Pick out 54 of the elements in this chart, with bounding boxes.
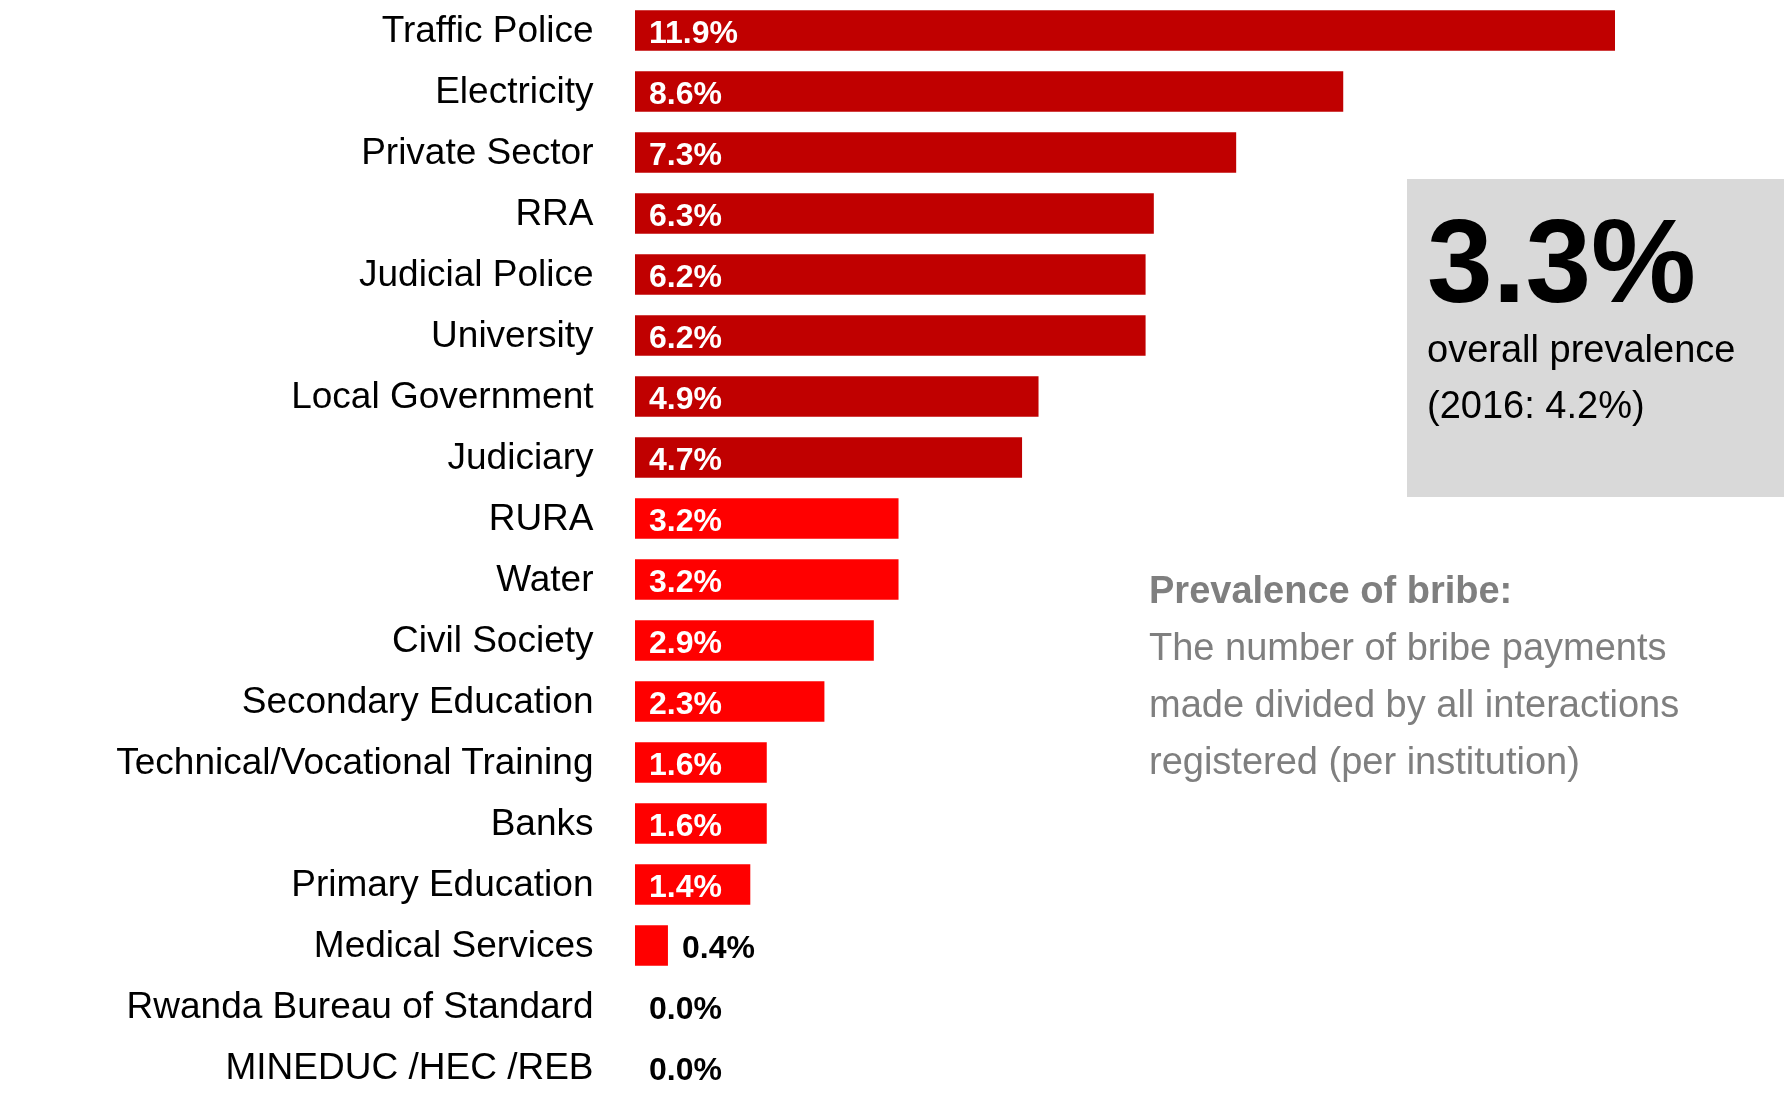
annotation: (2016: 4.2%) xyxy=(1427,383,1646,428)
annotation: The number of bribe payments made divided by all interactions registered (per institution) xyxy=(1149,625,1681,784)
y-tick-label: Judiciary xyxy=(447,435,594,477)
bar xyxy=(635,193,1154,234)
annotation: 3.3% xyxy=(1427,195,1697,327)
y-tick-label: Secondary Education xyxy=(241,679,594,721)
y-tick-label: RURA xyxy=(488,496,594,538)
bar xyxy=(635,620,874,661)
data-label: 2.9% xyxy=(649,623,722,660)
y-tick-label: Electricity xyxy=(435,69,594,111)
y-tick-label: MINEDUC /HEC /REB xyxy=(225,1045,594,1087)
data-label: 2.3% xyxy=(649,684,722,721)
bar xyxy=(635,132,1237,173)
data-label: 6.2% xyxy=(649,318,722,355)
bar xyxy=(635,925,668,966)
y-tick-label: RRA xyxy=(515,191,594,233)
data-label: 0.4% xyxy=(681,928,755,965)
y-tick-label: Traffic Police xyxy=(381,8,594,50)
bar xyxy=(635,376,1039,417)
bar xyxy=(635,559,899,600)
data-label: 7.3% xyxy=(649,135,722,172)
annotation: overall prevalence xyxy=(1427,328,1736,370)
data-label: 1.6% xyxy=(649,745,722,782)
bar xyxy=(635,254,1146,295)
y-tick-label: Banks xyxy=(490,801,594,843)
data-label: 3.2% xyxy=(649,562,722,599)
annotation: Prevalence of bribe: xyxy=(1149,568,1514,613)
y-tick-label: Local Government xyxy=(291,374,595,416)
y-tick-label: Judicial Police xyxy=(359,252,594,294)
data-label: 1.6% xyxy=(649,806,722,843)
data-label: 4.7% xyxy=(649,440,722,477)
y-tick-label: Primary Education xyxy=(291,862,594,904)
bar xyxy=(635,71,1344,112)
y-tick-label: University xyxy=(431,313,594,355)
y-tick-label: Rwanda Bureau of Standard xyxy=(126,984,594,1026)
bar xyxy=(635,315,1146,356)
data-label: 6.2% xyxy=(649,257,722,294)
data-label: 11.9% xyxy=(649,13,738,50)
data-label: 0.0% xyxy=(649,989,722,1026)
bar xyxy=(635,498,899,539)
data-label: 8.6% xyxy=(649,74,722,111)
data-label: 1.4% xyxy=(649,867,722,904)
data-label: 4.9% xyxy=(649,379,722,416)
y-tick-label: Water xyxy=(496,557,594,599)
bar xyxy=(635,10,1615,51)
data-label: 0.0% xyxy=(649,1050,722,1087)
y-tick-label: Private Sector xyxy=(361,130,594,172)
y-tick-label: Medical Services xyxy=(313,923,594,965)
data-label: 3.2% xyxy=(649,501,722,538)
data-label: 6.3% xyxy=(649,196,722,233)
bar xyxy=(635,681,825,722)
y-tick-label: Technical/Vocational Training xyxy=(116,740,594,782)
bar xyxy=(635,437,1023,478)
y-tick-label: Civil Society xyxy=(392,618,594,660)
